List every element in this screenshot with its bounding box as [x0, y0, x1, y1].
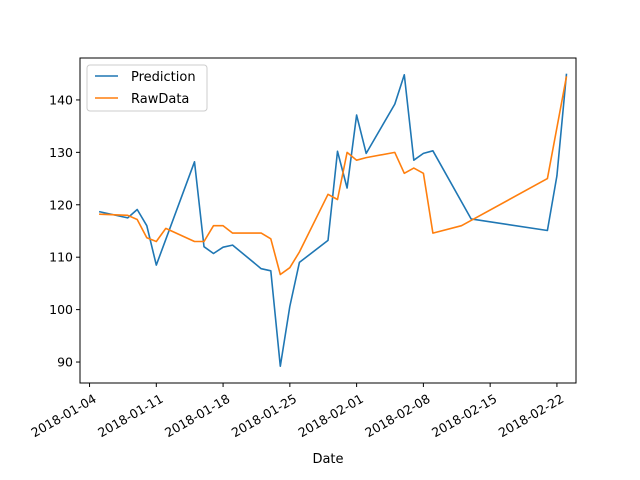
y-tick-label: 120	[49, 197, 73, 212]
x-tick-label: 2018-01-25	[229, 391, 299, 440]
y-tick-label: 140	[49, 92, 73, 107]
legend: Prediction RawData	[86, 64, 208, 112]
x-tick-label: 2018-02-08	[362, 391, 432, 440]
x-tick-label: 2018-02-01	[295, 391, 365, 440]
y-tick-label: 90	[57, 355, 73, 370]
y-tick-label: 100	[49, 302, 73, 317]
x-axis-title: Date	[312, 452, 343, 467]
series-line-rawdata	[99, 76, 568, 276]
x-axis: 2018-01-042018-01-112018-01-182018-01-25…	[28, 383, 566, 440]
plot-frame	[79, 57, 577, 384]
y-axis: 90 100 110 120 130 140	[49, 92, 80, 370]
x-tick-label: 2018-01-18	[162, 391, 232, 440]
series-line-prediction	[98, 73, 568, 368]
y-tick-label: 110	[49, 250, 73, 265]
x-tick-label: 2018-01-04	[28, 391, 98, 440]
x-tick-label: 2018-02-15	[429, 391, 499, 440]
series-lines	[98, 73, 568, 368]
x-tick-label: 2018-02-22	[496, 391, 566, 440]
x-tick-label: 2018-01-11	[95, 391, 165, 440]
legend-label-prediction: Prediction	[131, 70, 196, 85]
y-tick-label: 130	[49, 145, 73, 160]
legend-label-rawdata: RawData	[131, 92, 189, 107]
